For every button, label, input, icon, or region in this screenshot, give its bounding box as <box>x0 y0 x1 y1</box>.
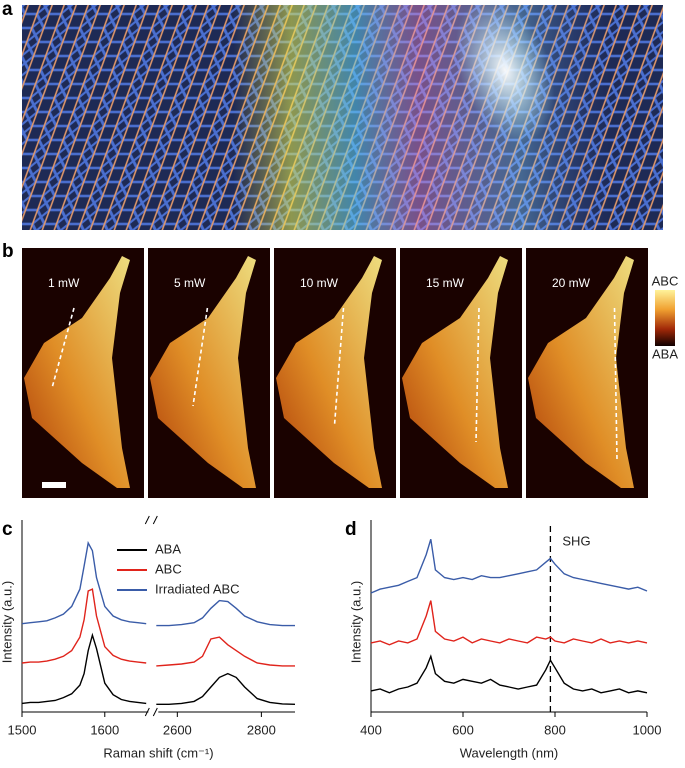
legend-label: Irradiated ABC <box>155 581 240 596</box>
series-line <box>370 600 648 646</box>
lattice-overlay <box>22 5 663 230</box>
flake <box>24 256 130 488</box>
annotation: SHG <box>562 533 590 548</box>
series-line <box>156 599 295 627</box>
chart: 1500 1600 2600 2800 Raman shift (cm⁻¹) Intens… <box>0 515 296 760</box>
panel-label: d <box>345 519 357 540</box>
dashed-line <box>613 307 618 461</box>
flake <box>402 256 508 488</box>
chart: 400 600 800 1000 Wavelength (nm) Intensity (a… <box>345 519 661 760</box>
y-axis-label: Intensity (a.u.) <box>348 581 363 663</box>
legend-label: ABC <box>155 561 182 576</box>
x-tick-label: 2800 <box>247 722 276 737</box>
x-tick-label: 2600 <box>163 722 192 737</box>
power-label: 15 mW <box>426 276 465 290</box>
panel-label: b <box>2 241 14 262</box>
x-tick-label: 600 <box>452 722 474 737</box>
dashed-line <box>475 307 480 443</box>
power-label: 20 mW <box>552 276 591 290</box>
series-line <box>21 632 147 705</box>
colorbar <box>655 290 675 346</box>
series-line <box>156 636 295 667</box>
panel-b: 1 mW 5 mW 10 mW 15 mW 20 mW <box>22 248 648 498</box>
laser-glow <box>455 0 555 143</box>
colorbar-label: ABA <box>652 346 678 361</box>
colorbar-label: ABC <box>652 273 679 288</box>
panel-label: a <box>2 0 13 20</box>
heatmap-image: 5 mW <box>148 248 270 498</box>
heatmap-image: 15 mW <box>400 248 522 498</box>
x-tick-label: 800 <box>544 722 566 737</box>
axis-break <box>144 515 150 525</box>
axis-break <box>152 707 158 717</box>
flake <box>276 256 382 488</box>
dashed-line <box>192 307 209 407</box>
heatmap-image: 20 mW <box>526 248 648 498</box>
x-axis-label: Raman shift (cm⁻¹) <box>103 745 213 760</box>
series-line <box>370 538 648 594</box>
scale-bar <box>42 482 66 488</box>
axis-break <box>152 515 158 525</box>
y-axis-label: Intensity (a.u.) <box>0 581 14 663</box>
x-axis-label: Wavelength (nm) <box>460 745 559 760</box>
heatmap-image: 1 mW <box>22 248 144 498</box>
dashed-line <box>333 307 345 425</box>
power-label: 1 mW <box>48 276 80 290</box>
panel-label: c <box>2 519 13 540</box>
flake <box>528 256 634 488</box>
series-line <box>21 588 147 664</box>
flake <box>150 256 256 488</box>
legend-label: ABA <box>155 541 181 556</box>
charts: 1500 1600 2600 2800 Raman shift (cm⁻¹) Intens… <box>0 515 661 760</box>
power-label: 5 mW <box>174 276 206 290</box>
series-line <box>156 672 296 705</box>
axis-break <box>144 707 150 717</box>
series-line <box>370 654 648 694</box>
x-tick-label: 1000 <box>633 722 662 737</box>
panel-a: a <box>2 0 663 230</box>
x-tick-label: 1500 <box>8 722 37 737</box>
heatmap-image: 10 mW <box>274 248 396 498</box>
x-tick-label: 1600 <box>90 722 119 737</box>
series-line <box>21 540 147 625</box>
power-label: 10 mW <box>300 276 339 290</box>
x-tick-label: 400 <box>360 722 382 737</box>
